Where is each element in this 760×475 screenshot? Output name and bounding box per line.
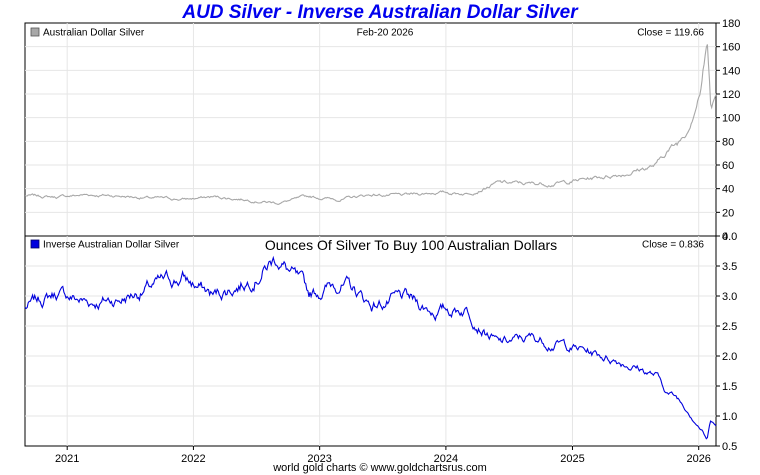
y-tick-label: 3.5 bbox=[722, 261, 737, 273]
top-panel-frame bbox=[24, 22, 717, 237]
y-tick-label: 40 bbox=[722, 184, 734, 196]
y-tick-label: 160 bbox=[722, 42, 740, 54]
y-tick-label: 1.0 bbox=[722, 411, 737, 423]
y-tick-label: 2.5 bbox=[722, 321, 737, 333]
top-panel: 0 20 40 60 80 100 120 140 160 180 Australian Doll… bbox=[24, 18, 740, 243]
x-tick-label: 2025 bbox=[560, 453, 584, 465]
x-tick-label: 2026 bbox=[686, 453, 710, 465]
y-tick-label: 80 bbox=[722, 136, 734, 148]
top-date-label: Feb-20 2026 bbox=[357, 28, 414, 39]
y-tick-label: 60 bbox=[722, 160, 734, 172]
bottom-close-label: Close = 0.836 bbox=[642, 240, 704, 251]
y-tick-label: 120 bbox=[722, 89, 740, 101]
y-tick-label: 0 bbox=[722, 231, 728, 243]
bottom-panel: 0.5 1.0 1.5 2.0 2.5 3.0 3.5 4.0 Inverse Austral… bbox=[24, 231, 737, 453]
x-tick-label: 2024 bbox=[434, 453, 458, 465]
y-tick-label: 140 bbox=[722, 65, 740, 77]
bottom-panel-frame bbox=[24, 235, 717, 447]
bottom-legend-swatch bbox=[30, 239, 40, 249]
y-tick-label: 3.0 bbox=[722, 291, 737, 303]
top-close-label: Close = 119.66 bbox=[637, 28, 704, 39]
y-tick-label: 20 bbox=[722, 207, 734, 219]
x-axis: 2021 2022 2023 2024 2025 2026 bbox=[55, 446, 711, 465]
x-tick-label: 2021 bbox=[55, 453, 79, 465]
footer-credit: world gold charts © www.goldchartsrus.co… bbox=[273, 462, 487, 474]
top-series-line bbox=[24, 44, 717, 205]
y-tick-label: 2.0 bbox=[722, 351, 737, 363]
y-tick-label: 0.5 bbox=[722, 441, 737, 453]
x-tick-label: 2022 bbox=[181, 453, 205, 465]
y-tick-label: 100 bbox=[722, 113, 740, 125]
chart-title: AUD Silver - Inverse Australian Dollar S… bbox=[182, 2, 578, 23]
y-tick-label: 1.5 bbox=[722, 381, 737, 393]
bottom-panel-title: Ounces Of Silver To Buy 100 Australian D… bbox=[265, 237, 557, 253]
y-tick-label: 4.0 bbox=[722, 231, 737, 243]
top-legend-swatch bbox=[30, 27, 40, 37]
y-tick-label: 180 bbox=[722, 18, 740, 30]
top-legend-label: Australian Dollar Silver bbox=[43, 28, 145, 39]
bottom-series-line bbox=[24, 255, 717, 440]
bottom-legend-label: Inverse Australian Dollar Silver bbox=[43, 240, 180, 251]
x-tick-label: 2023 bbox=[307, 453, 331, 465]
